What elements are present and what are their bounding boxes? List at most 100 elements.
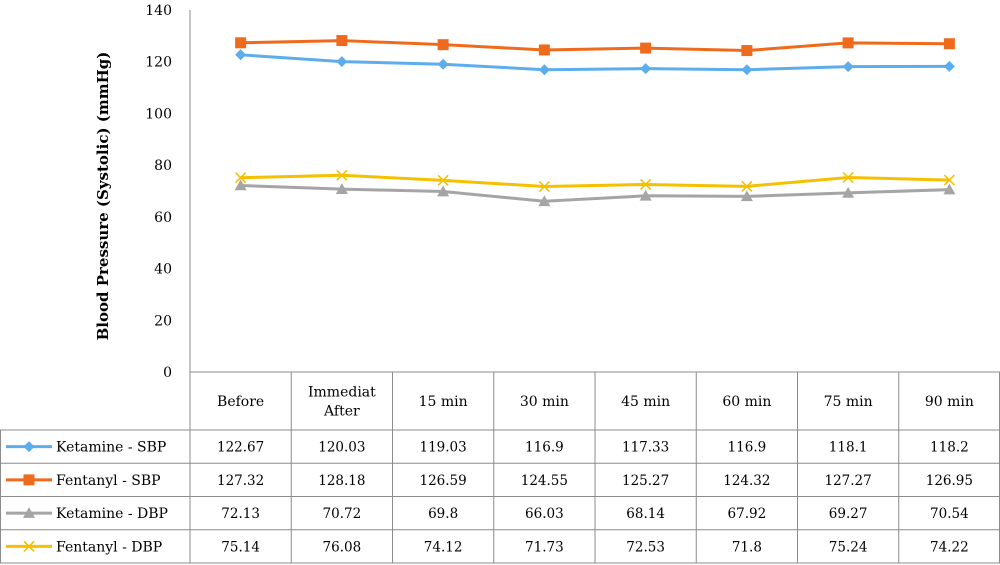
data-point-stroke bbox=[640, 178, 652, 191]
data-label: 118.1 bbox=[829, 440, 868, 456]
data-point bbox=[741, 180, 753, 192]
data-point bbox=[437, 174, 449, 186]
data-label: 69.27 bbox=[829, 506, 868, 522]
data-label: 72.53 bbox=[626, 539, 665, 555]
y-tick-label: 0 bbox=[163, 365, 172, 381]
data-point bbox=[23, 507, 35, 518]
data-point bbox=[437, 58, 449, 70]
legend-label: Ketamine - SBP bbox=[56, 440, 166, 456]
data-point bbox=[740, 190, 753, 202]
data-label: 127.27 bbox=[825, 473, 872, 489]
data-label: 70.72 bbox=[323, 506, 362, 522]
data-label: 71.73 bbox=[525, 539, 564, 555]
data-label: 126.95 bbox=[926, 473, 973, 489]
x-category-label: Before bbox=[217, 394, 264, 410]
data-label: 72.13 bbox=[221, 506, 260, 522]
data-point-stroke bbox=[437, 174, 449, 186]
y-tick-label: 140 bbox=[145, 3, 172, 19]
data-label: 69.8 bbox=[428, 506, 458, 522]
x-category-label: After bbox=[323, 404, 360, 420]
data-label: 124.55 bbox=[521, 473, 568, 489]
data-label: 122.67 bbox=[217, 440, 264, 456]
data-point bbox=[538, 44, 550, 56]
series-lines bbox=[240, 39, 950, 203]
data-point bbox=[336, 35, 348, 47]
data-label: 75.14 bbox=[221, 539, 260, 555]
data-point bbox=[640, 178, 652, 191]
data-point bbox=[943, 60, 955, 72]
data-point-stroke bbox=[235, 172, 247, 184]
table-grid bbox=[0, 10, 1000, 564]
data-point bbox=[639, 189, 652, 201]
data-point bbox=[741, 64, 753, 76]
data-label: 75.24 bbox=[829, 539, 868, 555]
legend-label: Fentanyl - SBP bbox=[56, 473, 161, 489]
data-point-stroke bbox=[23, 540, 35, 552]
data-table: Ketamine - SBP 122.67 120.03 119.03 116.9 117… bbox=[6, 440, 973, 555]
y-tick-label: 40 bbox=[154, 262, 172, 278]
data-point bbox=[336, 56, 348, 68]
data-point bbox=[842, 171, 854, 184]
data-point bbox=[741, 45, 753, 57]
data-label: 119.03 bbox=[420, 440, 467, 456]
data-point-stroke bbox=[741, 180, 753, 192]
data-label: 127.32 bbox=[217, 473, 264, 489]
x-category-label: 75 min bbox=[824, 394, 873, 410]
data-point bbox=[235, 49, 247, 61]
x-category-label: 90 min bbox=[925, 394, 974, 410]
data-label: 74.22 bbox=[930, 539, 969, 555]
data-point bbox=[640, 63, 652, 75]
legend-label: Fentanyl - DBP bbox=[56, 539, 162, 555]
data-point bbox=[640, 42, 652, 54]
x-category-label: 60 min bbox=[722, 394, 771, 410]
data-point bbox=[943, 183, 956, 195]
y-tick-label: 20 bbox=[154, 313, 172, 329]
data-label: 125.27 bbox=[622, 473, 669, 489]
data-point bbox=[842, 186, 855, 198]
y-tick-label: 60 bbox=[154, 210, 172, 226]
data-point bbox=[943, 174, 955, 186]
y-tick-label: 100 bbox=[145, 106, 172, 122]
y-axis: 0 20 40 60 80 100 120 140 bbox=[145, 3, 172, 381]
data-label: 71.8 bbox=[732, 539, 762, 555]
data-point-stroke bbox=[538, 180, 550, 193]
data-point-stroke bbox=[842, 171, 854, 184]
y-tick-label: 120 bbox=[145, 55, 172, 71]
data-point bbox=[23, 540, 35, 552]
data-point bbox=[235, 37, 247, 49]
series-line bbox=[240, 183, 950, 203]
data-point bbox=[437, 39, 449, 51]
data-point bbox=[336, 169, 348, 181]
data-point bbox=[335, 183, 348, 194]
data-point bbox=[943, 38, 955, 50]
x-category-label: Immediat bbox=[308, 385, 376, 401]
data-point bbox=[842, 37, 854, 49]
data-point-stroke bbox=[943, 174, 955, 186]
data-point bbox=[234, 179, 247, 191]
data-point bbox=[23, 474, 35, 486]
x-category-label: 30 min bbox=[520, 394, 569, 410]
series-line bbox=[240, 173, 950, 189]
series-line bbox=[240, 39, 950, 53]
data-label: 118.2 bbox=[930, 440, 969, 456]
data-label: 120.03 bbox=[318, 440, 365, 456]
data-label: 116.9 bbox=[728, 440, 767, 456]
data-label: 117.33 bbox=[622, 440, 669, 456]
data-label: 70.54 bbox=[930, 506, 969, 522]
x-axis-category-labels: Before Immediat After 15 min 30 min 45 min 60 … bbox=[217, 385, 974, 420]
data-point bbox=[437, 185, 450, 197]
series-line bbox=[240, 53, 950, 72]
data-point bbox=[538, 64, 550, 76]
data-label: 74.12 bbox=[424, 539, 463, 555]
data-label: 67.92 bbox=[728, 506, 767, 522]
data-point bbox=[235, 172, 247, 184]
y-tick-label: 80 bbox=[154, 158, 172, 174]
x-category-label: 45 min bbox=[621, 394, 670, 410]
data-label: 116.9 bbox=[525, 440, 564, 456]
x-category-label: 15 min bbox=[419, 394, 468, 410]
data-point-stroke bbox=[336, 169, 348, 181]
legend-label: Ketamine - DBP bbox=[56, 506, 168, 522]
data-point bbox=[538, 180, 550, 193]
data-point bbox=[23, 441, 35, 453]
